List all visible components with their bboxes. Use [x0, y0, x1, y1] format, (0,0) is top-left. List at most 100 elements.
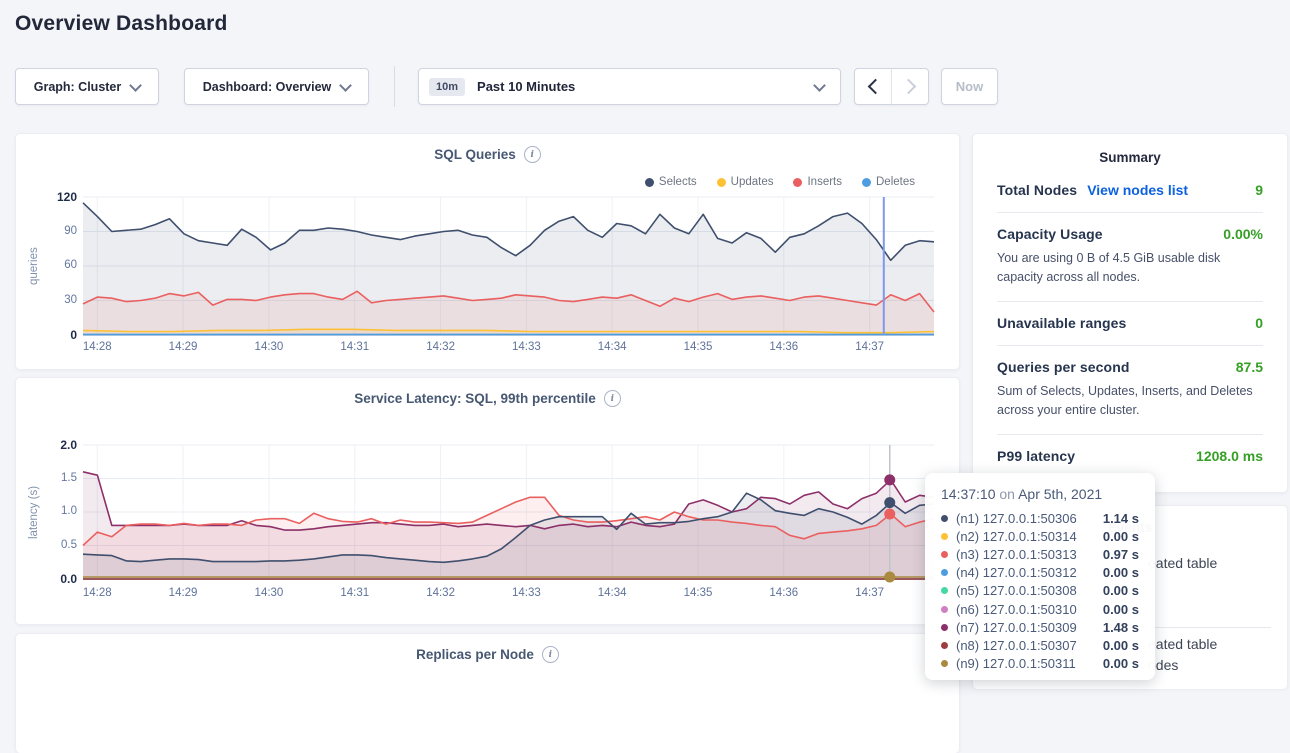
info-icon[interactable]: i	[541, 646, 559, 663]
tooltip-node-value: 0.00 s	[1102, 528, 1139, 544]
node-color-dot	[941, 550, 948, 558]
tooltip-node-row: (n2) 127.0.0.1:50314 0.00 s	[941, 527, 1139, 545]
y-axis-tick-label: 0	[70, 328, 77, 342]
chart-title: Replicas per Node	[416, 647, 534, 662]
x-axis-tick-label: 14:29	[168, 341, 198, 353]
x-axis-tick-label: 14:32	[426, 341, 455, 353]
tooltip-node-name: (n9) 127.0.0.1:50311	[956, 656, 1076, 672]
info-icon[interactable]: i	[523, 146, 541, 163]
time-now-button[interactable]: Now	[941, 68, 998, 105]
y-axis-tick-label: 60	[64, 259, 77, 271]
x-axis-tick-label: 14:28	[82, 587, 112, 599]
x-axis-tick-label: 14:28	[82, 341, 112, 353]
x-axis-tick-label: 14:29	[168, 587, 198, 599]
summary-row-p99: P99 latency 1208.0 ms	[997, 435, 1263, 478]
tooltip-node-value: 0.97 s	[1102, 546, 1139, 562]
y-axis-tick-label: 1.5	[61, 471, 77, 484]
chevron-right-icon	[900, 78, 916, 95]
x-axis-tick-label: 14:34	[597, 587, 627, 599]
legend-label: Updates	[730, 176, 774, 188]
x-axis-tick-label: 14:32	[426, 587, 455, 599]
now-button-label: Now	[955, 79, 984, 94]
summary-panel: Summary Total Nodes View nodes list 9 Ca…	[972, 133, 1288, 493]
tooltip-node-value: 0.00 s	[1102, 583, 1139, 599]
summary-title: Summary	[1099, 150, 1161, 165]
tooltip-node-value: 0.00 s	[1102, 656, 1139, 672]
tooltip-node-row: (n9) 127.0.0.1:50311 0.00 s	[941, 655, 1139, 673]
legend-dot	[862, 177, 871, 187]
event-item[interactable]: odes	[1148, 657, 1179, 673]
event-item[interactable]: eated table	[1148, 555, 1218, 571]
event-item[interactable]: eated table	[1148, 636, 1218, 652]
tooltip-node-row: (n4) 127.0.0.1:50312 0.00 s	[941, 564, 1139, 582]
node-color-dot	[941, 641, 948, 649]
chart-hover-tooltip: 14:37:10 on Apr 5th, 2021 (n1) 127.0.0.1…	[925, 473, 1155, 680]
x-axis-tick-label: 14:30	[254, 341, 284, 353]
tooltip-node-name: (n6) 127.0.0.1:50310	[956, 601, 1077, 617]
x-axis-tick-label: 14:36	[769, 587, 799, 599]
y-axis-tick-label: 120	[56, 190, 77, 204]
service-latency-plot-area[interactable]	[83, 445, 934, 579]
graph-scope-dropdown[interactable]: Graph: Cluster	[15, 68, 159, 105]
tooltip-node-value: 0.00 s	[1102, 601, 1139, 617]
node-color-dot	[941, 623, 948, 631]
time-next-button[interactable]	[891, 68, 929, 105]
summary-row-qps: Queries per second 87.5 Sum of Selects, …	[997, 346, 1263, 435]
tooltip-node-row: (n5) 127.0.0.1:50308 0.00 s	[941, 582, 1139, 600]
tooltip-node-name: (n7) 127.0.0.1:50309	[956, 619, 1077, 635]
y-axis-tick-label: 30	[64, 293, 77, 306]
y-axis-tick-label: 90	[64, 224, 77, 237]
qps-description: Sum of Selects, Updates, Inserts, and De…	[997, 384, 1253, 417]
capacity-label: Capacity Usage	[997, 226, 1103, 242]
legend-item-selects[interactable]: Selects	[644, 176, 697, 188]
sql-queries-chart-card: SQL Queries i Selects Updates Inserts Delet…	[15, 133, 960, 370]
chevron-down-icon	[129, 78, 143, 92]
chevron-down-icon	[339, 78, 353, 92]
view-nodes-list-link[interactable]: View nodes list	[1087, 182, 1189, 198]
capacity-value: 0.00%	[1223, 226, 1263, 242]
tooltip-node-name: (n5) 127.0.0.1:50308	[956, 583, 1077, 599]
chevron-left-icon	[867, 78, 883, 95]
service-latency-chart	[16, 378, 959, 624]
total-nodes-value: 9	[1255, 182, 1263, 198]
legend-dot	[716, 177, 726, 187]
dashboard-dropdown[interactable]: Dashboard: Overview	[184, 68, 369, 105]
summary-row-capacity: Capacity Usage 0.00% You are using 0 B o…	[997, 213, 1263, 302]
legend-label: Inserts	[807, 176, 842, 188]
tooltip-node-name: (n1) 127.0.0.1:50306	[956, 510, 1077, 526]
x-axis-tick-label: 14:34	[597, 341, 627, 353]
tooltip-node-name: (n2) 127.0.0.1:50314	[956, 528, 1077, 544]
legend-item-deletes[interactable]: Deletes	[862, 176, 915, 188]
sql-queries-plot-area[interactable]	[83, 197, 934, 335]
chart-title: Service Latency: SQL, 99th percentile	[354, 391, 596, 406]
p99-latency-label: P99 latency	[997, 448, 1076, 464]
time-range-dropdown[interactable]: 10m Past 10 Minutes	[418, 68, 841, 105]
x-axis-tick-label: 14:30	[254, 587, 284, 599]
replicas-chart-card: Replicas per Node i	[15, 633, 960, 753]
legend-label: Deletes	[876, 176, 915, 188]
y-axis-label: queries	[28, 247, 40, 285]
node-color-dot	[941, 587, 948, 595]
service-latency-chart-card: Service Latency: SQL, 99th percentile i …	[15, 377, 960, 625]
legend-dot	[793, 177, 803, 187]
node-color-dot	[941, 605, 948, 613]
y-axis-tick-label: 1.0	[61, 505, 77, 517]
x-axis-tick-label: 14:36	[769, 341, 799, 353]
graph-scope-label: Graph: Cluster	[33, 79, 122, 94]
x-axis-tick-label: 14:31	[340, 587, 370, 599]
x-axis-tick-label: 14:37	[855, 341, 885, 353]
chart-legend: Selects Updates Inserts Deletes	[644, 176, 915, 188]
node-color-dot	[941, 660, 948, 668]
summary-row-unavailable-ranges: Unavailable ranges 0	[997, 302, 1263, 346]
legend-item-inserts[interactable]: Inserts	[793, 176, 842, 188]
time-range-label: Past 10 Minutes	[477, 79, 576, 94]
y-axis-label: latency (s)	[28, 485, 40, 539]
tooltip-node-name: (n4) 127.0.0.1:50312	[956, 565, 1077, 581]
controls-divider	[394, 66, 395, 107]
time-prev-button[interactable]	[854, 68, 892, 105]
tooltip-node-name: (n3) 127.0.0.1:50313	[956, 546, 1077, 562]
x-axis-tick-label: 14:33	[511, 587, 541, 599]
tooltip-node-name: (n8) 127.0.0.1:50307	[956, 637, 1077, 653]
legend-item-updates[interactable]: Updates	[716, 176, 774, 188]
info-icon[interactable]: i	[603, 390, 621, 407]
